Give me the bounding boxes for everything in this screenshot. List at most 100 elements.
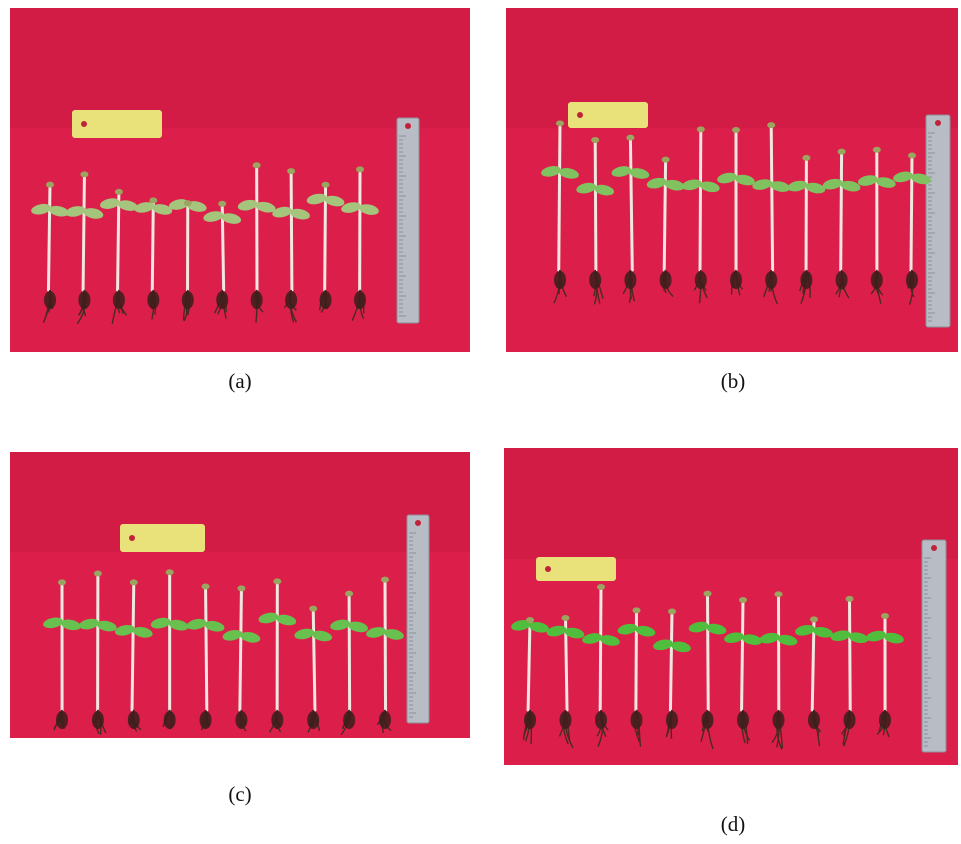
- panel-label: (c): [228, 782, 251, 806]
- stem: [664, 160, 665, 270]
- stem: [559, 123, 560, 270]
- photo-shade: [10, 452, 470, 552]
- soil: [285, 291, 297, 309]
- soil: [216, 291, 228, 309]
- bud: [237, 585, 245, 591]
- bud: [202, 584, 210, 590]
- panel-label: (b): [721, 369, 746, 393]
- stem: [240, 588, 242, 710]
- soil: [113, 291, 125, 309]
- photo: [506, 8, 958, 352]
- bud: [356, 166, 364, 172]
- bud: [166, 569, 174, 575]
- bud: [662, 157, 670, 163]
- soil: [765, 271, 777, 289]
- stem: [911, 156, 912, 270]
- bud: [381, 577, 389, 583]
- bud: [810, 616, 818, 622]
- bud: [881, 613, 889, 619]
- bud: [253, 162, 261, 168]
- soil: [808, 711, 820, 729]
- bud: [345, 591, 353, 597]
- soil: [702, 711, 714, 729]
- soil: [906, 271, 918, 289]
- bud: [562, 615, 570, 621]
- bud: [775, 591, 783, 597]
- stem: [812, 619, 814, 710]
- bud: [273, 578, 281, 584]
- soil: [251, 291, 263, 309]
- bud: [184, 200, 192, 206]
- soil: [589, 271, 601, 289]
- stem: [206, 587, 207, 710]
- soil: [78, 291, 90, 309]
- ruler-hole: [931, 545, 937, 551]
- soil: [879, 711, 891, 729]
- soil: [271, 711, 283, 729]
- stem: [595, 140, 596, 270]
- bud: [739, 597, 747, 603]
- soil: [147, 291, 159, 309]
- bud: [633, 607, 641, 613]
- ruler-hole: [415, 520, 421, 526]
- soil: [343, 711, 355, 729]
- stem: [771, 125, 772, 270]
- photos: [10, 8, 958, 765]
- stem: [349, 594, 350, 710]
- bud: [908, 153, 916, 159]
- soil: [800, 271, 812, 289]
- stem: [630, 138, 632, 270]
- ruler-hole: [405, 123, 411, 129]
- soil: [164, 711, 176, 729]
- bud: [626, 135, 634, 141]
- stem: [841, 152, 842, 270]
- bud: [697, 126, 705, 132]
- bud: [802, 155, 810, 161]
- bud: [767, 122, 775, 128]
- soil: [871, 271, 883, 289]
- soil: [379, 711, 391, 729]
- bud: [846, 596, 854, 602]
- ruler-hole: [935, 120, 941, 126]
- soil: [844, 711, 856, 729]
- soil: [235, 711, 247, 729]
- photo: [10, 8, 470, 352]
- stem: [385, 580, 386, 710]
- stem: [528, 620, 530, 710]
- soil: [182, 291, 194, 309]
- bud: [130, 579, 138, 585]
- soil: [666, 711, 678, 729]
- stem: [708, 594, 709, 710]
- soil: [354, 291, 366, 309]
- soil: [554, 271, 566, 289]
- photo: [504, 448, 958, 765]
- bud: [309, 606, 317, 612]
- tag-hole: [81, 121, 87, 127]
- soil: [200, 711, 212, 729]
- bud: [218, 201, 226, 207]
- soil: [320, 291, 332, 309]
- stem: [118, 192, 119, 290]
- soil: [560, 711, 572, 729]
- bud: [46, 182, 54, 188]
- stem: [670, 611, 672, 710]
- soil: [695, 271, 707, 289]
- stem: [313, 609, 315, 710]
- bud: [732, 127, 740, 133]
- soil: [44, 291, 56, 309]
- stem: [132, 582, 134, 710]
- panel-label: (d): [721, 812, 746, 836]
- bud: [704, 591, 712, 597]
- soil: [128, 711, 140, 729]
- stem: [152, 200, 153, 290]
- soil: [56, 711, 68, 729]
- soil: [595, 711, 607, 729]
- panel-label: (a): [228, 369, 251, 393]
- photo: [10, 452, 470, 738]
- tag-hole: [577, 112, 583, 118]
- tag-hole: [129, 535, 135, 541]
- bud: [80, 171, 88, 177]
- stem: [742, 600, 743, 710]
- bud: [115, 189, 123, 195]
